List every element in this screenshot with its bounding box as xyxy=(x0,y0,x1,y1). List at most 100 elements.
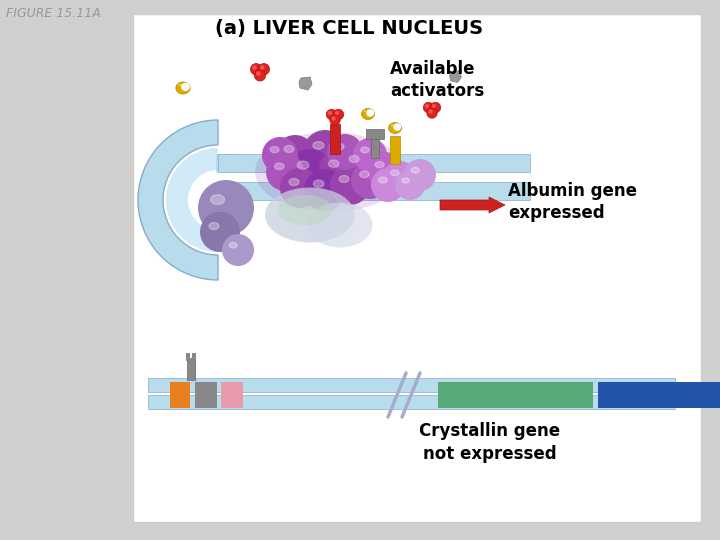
Ellipse shape xyxy=(307,202,372,247)
Bar xyxy=(218,154,530,172)
Ellipse shape xyxy=(255,132,405,212)
Ellipse shape xyxy=(277,195,333,225)
Circle shape xyxy=(353,138,387,172)
Polygon shape xyxy=(138,120,218,280)
Circle shape xyxy=(319,149,361,191)
Polygon shape xyxy=(166,148,218,252)
Bar xyxy=(366,129,384,139)
Ellipse shape xyxy=(181,83,190,91)
Text: Crystallin gene
not expressed: Crystallin gene not expressed xyxy=(420,422,561,463)
Circle shape xyxy=(198,180,254,236)
Circle shape xyxy=(200,212,240,252)
Ellipse shape xyxy=(328,160,339,167)
Ellipse shape xyxy=(289,179,299,186)
Circle shape xyxy=(275,135,315,175)
Bar xyxy=(330,124,340,154)
Circle shape xyxy=(367,152,403,188)
Ellipse shape xyxy=(210,195,225,205)
Circle shape xyxy=(280,168,320,208)
Ellipse shape xyxy=(375,161,384,168)
Ellipse shape xyxy=(270,146,279,153)
Circle shape xyxy=(328,111,331,114)
Ellipse shape xyxy=(339,176,349,183)
Circle shape xyxy=(287,149,333,195)
Ellipse shape xyxy=(361,147,369,153)
Bar xyxy=(371,136,379,158)
Circle shape xyxy=(257,72,260,75)
Ellipse shape xyxy=(359,171,369,178)
Circle shape xyxy=(426,105,428,107)
Bar xyxy=(598,382,720,408)
Circle shape xyxy=(253,66,256,69)
Text: FIGURE 15.11A: FIGURE 15.11A xyxy=(6,7,101,20)
Circle shape xyxy=(404,159,436,191)
Circle shape xyxy=(327,134,363,170)
Bar xyxy=(216,182,236,200)
Circle shape xyxy=(395,170,425,200)
Ellipse shape xyxy=(284,145,294,152)
Circle shape xyxy=(333,109,343,120)
Circle shape xyxy=(431,102,441,113)
Ellipse shape xyxy=(411,167,419,173)
Circle shape xyxy=(336,111,338,114)
Bar xyxy=(216,154,236,172)
Circle shape xyxy=(262,137,298,173)
Bar xyxy=(390,136,400,164)
Bar xyxy=(221,382,243,408)
Polygon shape xyxy=(449,71,462,83)
Ellipse shape xyxy=(297,161,309,169)
FancyArrow shape xyxy=(440,197,505,213)
Bar xyxy=(133,14,701,522)
Circle shape xyxy=(332,117,335,120)
Ellipse shape xyxy=(349,156,359,163)
Circle shape xyxy=(427,108,437,118)
Text: (a) LIVER CELL NUCLEUS: (a) LIVER CELL NUCLEUS xyxy=(215,19,483,38)
Ellipse shape xyxy=(176,82,190,94)
Ellipse shape xyxy=(313,180,324,187)
Circle shape xyxy=(371,168,405,202)
Bar xyxy=(438,382,593,408)
Circle shape xyxy=(340,145,380,185)
Bar xyxy=(186,353,190,361)
Ellipse shape xyxy=(391,170,399,176)
Circle shape xyxy=(326,109,337,120)
Text: Albumin gene
expressed: Albumin gene expressed xyxy=(508,181,637,222)
Circle shape xyxy=(330,165,370,205)
Bar xyxy=(192,353,196,361)
Circle shape xyxy=(433,105,436,107)
Ellipse shape xyxy=(364,110,366,112)
Bar xyxy=(170,382,190,408)
Circle shape xyxy=(423,102,433,113)
Ellipse shape xyxy=(393,123,401,131)
Circle shape xyxy=(251,64,262,75)
Circle shape xyxy=(383,161,417,195)
Ellipse shape xyxy=(389,123,402,133)
Ellipse shape xyxy=(313,141,324,149)
Ellipse shape xyxy=(366,109,374,117)
Ellipse shape xyxy=(178,84,181,86)
Circle shape xyxy=(254,70,266,81)
Circle shape xyxy=(304,169,346,211)
Ellipse shape xyxy=(274,163,284,170)
Ellipse shape xyxy=(361,109,374,119)
Text: Available
activators: Available activators xyxy=(390,60,485,100)
Ellipse shape xyxy=(335,144,344,150)
Circle shape xyxy=(429,110,432,113)
Ellipse shape xyxy=(229,242,237,248)
Ellipse shape xyxy=(209,222,219,230)
Circle shape xyxy=(261,66,264,69)
Circle shape xyxy=(303,130,347,174)
Ellipse shape xyxy=(265,187,355,242)
Ellipse shape xyxy=(379,177,387,183)
Circle shape xyxy=(266,153,304,191)
Bar xyxy=(195,382,217,408)
Circle shape xyxy=(330,115,340,125)
Bar xyxy=(218,182,530,200)
Polygon shape xyxy=(299,77,312,90)
Circle shape xyxy=(222,234,254,266)
Circle shape xyxy=(351,161,389,199)
Bar xyxy=(148,378,675,392)
Circle shape xyxy=(258,64,269,75)
Bar xyxy=(148,395,675,409)
Bar xyxy=(187,358,195,380)
